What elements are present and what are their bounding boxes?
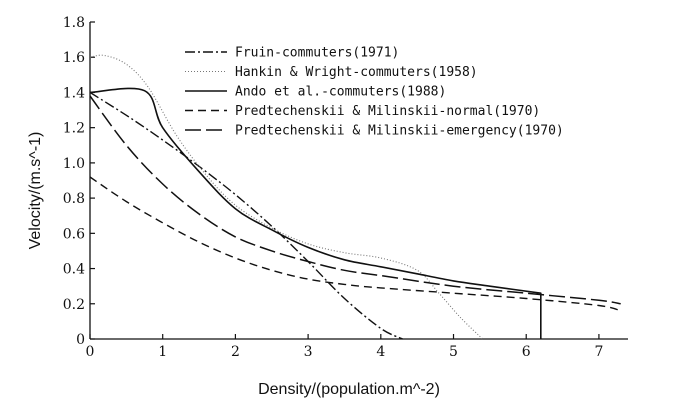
series-lines	[89, 54, 621, 340]
y-tick-label: 0.2	[63, 297, 85, 313]
legend-entry: Predtechenskii & Milinskii-normal(1970)	[235, 104, 540, 119]
y-ticks: 0 0.2 0.4 0.6 0.8 1.0 1.2 1.4 1.6 1.8	[63, 15, 95, 348]
y-tick-label: 0.4	[63, 262, 85, 278]
x-tick-label: 3	[304, 344, 313, 360]
legend-entry: Predtechenskii & Milinskii-emergency(197…	[235, 124, 564, 139]
x-tick-label: 1	[158, 344, 167, 360]
legend-entry: Ando et al.-commuters(1988)	[235, 85, 446, 100]
y-tick-label: 1.2	[63, 121, 85, 137]
y-tick-label: 1.8	[63, 15, 85, 31]
y-axis-title: Velocity/(m.s^-1)	[27, 132, 44, 250]
x-tick-label: 7	[594, 344, 603, 360]
x-tick-label: 0	[86, 344, 95, 360]
series-line-dotted	[89, 54, 483, 340]
x-tick-label: 2	[231, 344, 240, 360]
y-tick-label: 1.4	[63, 85, 85, 101]
x-axis-title: Density/(population.m^-2)	[258, 381, 440, 398]
series-line-solid	[89, 87, 542, 339]
x-tick-label: 5	[449, 344, 458, 360]
series-line-dashed	[89, 176, 621, 312]
legend: Fruin-commuters(1971) Hankin & Wright-com…	[185, 46, 564, 139]
series-line-longdash	[89, 95, 621, 305]
y-tick-label: 0	[76, 332, 85, 348]
x-tick-label: 6	[522, 344, 531, 360]
series-line-dashdot	[89, 91, 403, 340]
axes	[89, 22, 628, 340]
y-tick-label: 0.8	[63, 191, 85, 207]
y-tick-label: 0.6	[63, 226, 85, 242]
legend-entry: Fruin-commuters(1971)	[235, 46, 399, 61]
y-tick-label: 1.6	[63, 50, 85, 66]
x-tick-label: 4	[376, 344, 385, 360]
x-ticks: 0 1 2 3 4 5 6 7	[86, 334, 603, 360]
y-tick-label: 1.0	[63, 156, 85, 172]
legend-entry: Hankin & Wright-commuters(1958)	[235, 65, 478, 80]
